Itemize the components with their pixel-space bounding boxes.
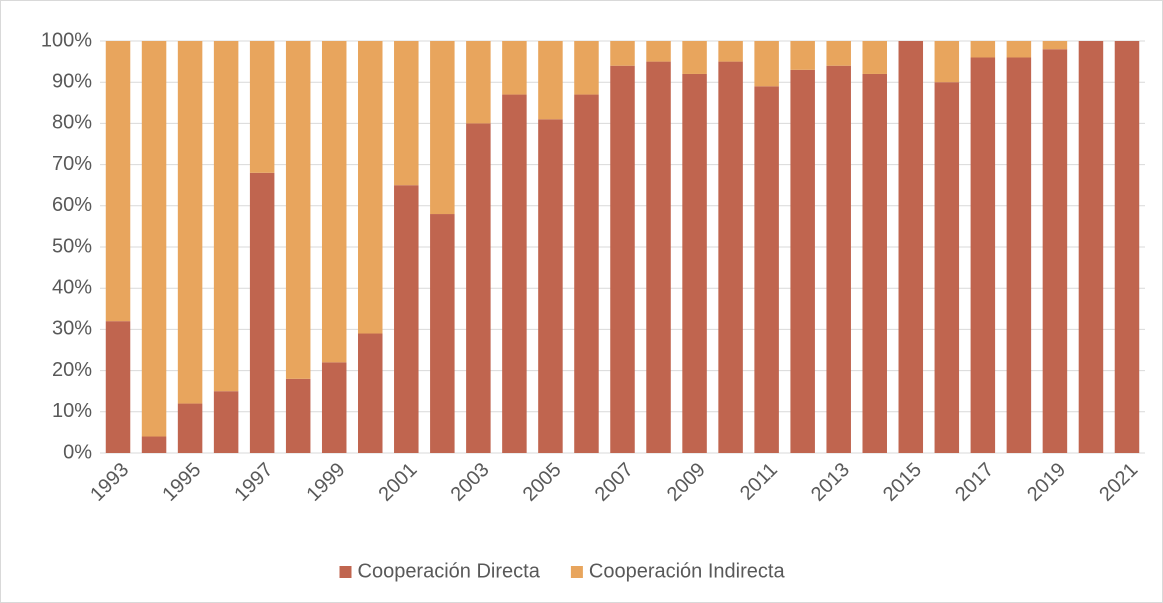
- legend-swatch: [339, 566, 352, 578]
- bar-segment: [1006, 41, 1032, 58]
- bar-segment: [213, 391, 239, 453]
- bar-segment: [321, 362, 347, 453]
- bar-segment: [177, 41, 203, 404]
- y-tick-label: 90%: [52, 70, 92, 92]
- bar-segment: [141, 436, 167, 453]
- bar-segment: [790, 41, 815, 70]
- bar-segment: [574, 41, 599, 95]
- y-tick-label: 30%: [52, 318, 92, 340]
- bar-segment: [466, 41, 491, 124]
- bar-segment: [682, 41, 707, 74]
- bar-segment: [430, 214, 455, 453]
- bar-segment: [970, 57, 996, 453]
- bar-segment: [502, 94, 527, 453]
- bar-segment: [394, 41, 419, 186]
- bar-segment: [105, 321, 131, 453]
- bar-segment: [358, 333, 383, 453]
- y-tick-label: 100%: [41, 29, 92, 51]
- bar-segment: [538, 119, 563, 453]
- bar-segment: [141, 41, 167, 437]
- bar-segment: [754, 41, 779, 87]
- y-tick-label: 10%: [52, 400, 92, 422]
- y-tick-label: 60%: [52, 194, 92, 216]
- y-tick-label: 80%: [52, 112, 92, 134]
- y-tick-label: 50%: [52, 235, 92, 257]
- bar-segment: [1078, 41, 1104, 453]
- bar-segment: [682, 73, 707, 454]
- bar-segment: [574, 94, 599, 453]
- bar-segment: [646, 41, 671, 62]
- bar-segment: [285, 41, 311, 379]
- bar-segment: [754, 86, 779, 453]
- bar-segment: [249, 41, 275, 173]
- bar-segment: [790, 69, 815, 453]
- bar-segment: [358, 41, 383, 334]
- bar-segment: [466, 123, 491, 454]
- y-tick-label: 20%: [52, 359, 92, 381]
- bar-segment: [862, 73, 887, 454]
- bar-segment: [1006, 57, 1032, 453]
- bar-segment: [610, 41, 635, 66]
- bar-segment: [502, 41, 527, 95]
- legend-label: Cooperación Indirecta: [589, 560, 786, 582]
- bar-segment: [862, 41, 887, 74]
- bar-segment: [718, 61, 743, 453]
- legend-swatch: [570, 566, 583, 578]
- bar-segment: [321, 41, 347, 363]
- bar-segment: [610, 65, 635, 453]
- bar-segment: [970, 41, 996, 58]
- bar-segment: [826, 41, 851, 66]
- bar-segment: [934, 41, 960, 83]
- bar-segment: [718, 41, 743, 62]
- y-tick-label: 40%: [52, 276, 92, 298]
- bar-segment: [394, 185, 419, 453]
- bar-segment: [105, 41, 131, 322]
- bar-segment: [1114, 41, 1140, 453]
- bar-segment: [249, 172, 275, 453]
- bar-segment: [213, 41, 239, 392]
- legend-label: Cooperación Directa: [358, 560, 541, 582]
- bar-segment: [646, 61, 671, 453]
- bar-segment: [826, 65, 851, 453]
- y-tick-label: 0%: [63, 441, 92, 463]
- bar-segment: [1042, 41, 1068, 50]
- bar-segment: [538, 41, 563, 120]
- bar-segment: [177, 403, 203, 453]
- bar-segment: [898, 41, 924, 453]
- bar-segment: [430, 41, 455, 215]
- bar-segment: [1042, 49, 1068, 454]
- bar-segment: [934, 82, 960, 453]
- y-tick-label: 70%: [52, 153, 92, 175]
- bar-segment: [285, 378, 311, 453]
